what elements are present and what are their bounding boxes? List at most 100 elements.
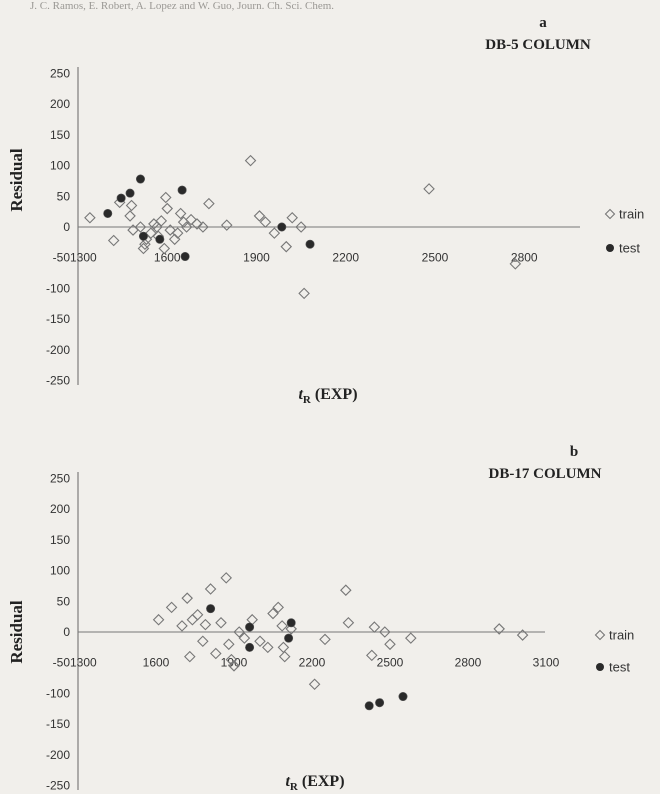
y-tick-label: 250 [50,471,70,485]
data-point-test [125,188,135,198]
x-tick-label: 2200 [332,251,359,265]
data-point-train [176,620,188,632]
y-tick-label: -150 [46,312,70,326]
legend-marker-train [594,629,606,641]
legend-label-test: test [619,241,640,256]
data-point-train [184,650,196,663]
x-tick-label: 1600 [143,656,170,670]
x-tick-label: 2500 [377,656,404,670]
y-tick-label: -50 [53,251,71,265]
data-point-test [138,231,148,241]
x-tick-label: 1600 [154,251,181,265]
data-point-train [158,242,171,255]
data-point-test [103,208,113,218]
data-point-test [398,692,408,702]
data-point-train [319,633,331,646]
data-point-test [375,698,385,708]
data-point-train [159,191,172,204]
data-point-train [366,649,378,662]
data-point-train [244,154,257,167]
data-point-train [181,592,193,604]
y-tick-label: 250 [50,66,70,80]
y-axis-label: Residual [7,148,26,212]
data-point-train [253,210,266,222]
data-point-train [152,613,165,626]
x-axis-label-rest: (EXP) [311,386,358,403]
data-point-test [305,239,315,249]
data-point-train [254,635,266,647]
y-tick-label: -150 [46,717,70,731]
data-point-train [233,626,245,638]
y-tick-label: 0 [63,625,70,639]
data-point-train [276,620,288,632]
y-tick-label: 100 [50,564,70,578]
data-point-test [135,174,145,184]
y-tick-label: -250 [46,374,70,388]
page-header-text: J. C. Ramos, E. Robert, A. Lopez and W. … [30,0,335,12]
data-point-train [164,224,177,236]
chart-title: DB-5 COLUMN [485,37,591,53]
data-point-train [174,207,187,220]
data-point-test [284,633,294,643]
data-point-train [186,613,199,626]
data-point-test [245,622,255,632]
y-tick-label: -100 [46,281,70,295]
data-point-test [245,642,255,652]
data-point-train [277,641,290,654]
data-point-train [171,227,184,239]
data-point-train [368,621,381,633]
data-point-train [225,653,238,666]
data-point-train [107,234,120,247]
data-point-train [124,210,136,222]
y-tick-label: -100 [46,686,70,700]
data-point-train [180,221,193,233]
y-tick-label: 150 [50,533,70,547]
x-tick-label: 1900 [243,251,270,265]
x-axis-label-main: t [285,773,290,790]
data-point-train [272,601,284,614]
data-point-train [155,215,168,227]
x-tick-label: 1300 [70,656,97,670]
data-point-test [116,193,126,203]
data-point-train [285,623,297,635]
data-point-train [286,212,298,224]
data-point-train [280,240,293,253]
data-point-train [137,242,150,255]
legend-label-train: train [619,207,644,222]
data-point-test [364,701,374,711]
data-point-train [197,221,209,233]
data-point-train [220,572,232,584]
data-point-train [259,216,272,228]
y-tick-label: 100 [50,159,70,173]
data-point-train [210,647,222,660]
data-point-train [295,221,307,233]
data-point-train [423,183,435,195]
data-point-train [145,227,157,239]
data-point-train [228,660,240,672]
data-point-test [180,252,190,262]
data-point-train [384,638,396,651]
x-axis-label: tR (EXP) [285,773,344,793]
x-axis-label: tR (EXP) [298,386,357,406]
data-point-train [308,678,321,691]
x-tick-label: 2500 [422,251,449,265]
data-point-train [197,635,209,647]
x-tick-label: 2800 [455,656,482,670]
chart-title: DB-17 COLUMN [489,466,602,482]
data-point-train [267,607,279,620]
data-point-train [493,623,505,635]
legend-marker-train [604,208,616,220]
panel-letter: a [539,15,547,31]
x-axis-label-rest: (EXP) [298,773,345,790]
x-tick-label: 1300 [70,251,97,265]
data-point-train [262,641,274,654]
data-point-train [139,238,151,250]
data-point-train [204,583,217,595]
data-point-train [509,258,522,270]
data-point-test [155,234,165,244]
x-axis-label-main: t [298,386,303,403]
data-point-train [379,626,391,638]
y-tick-label: 50 [57,189,71,203]
